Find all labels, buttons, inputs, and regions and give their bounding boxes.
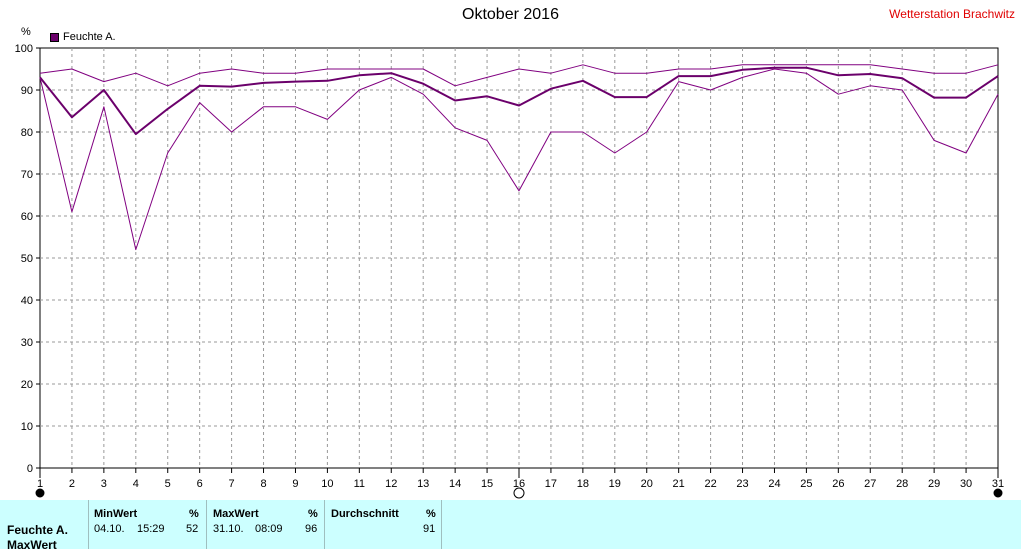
min-header: MinWert: [94, 508, 138, 520]
legend-swatch: [50, 32, 59, 42]
x-tick-label: 19: [609, 478, 621, 490]
x-tick-label: 27: [864, 478, 876, 490]
y-tick-label: 70: [21, 169, 33, 181]
marker-open: [513, 487, 525, 499]
y-tick-label: 10: [21, 421, 33, 433]
x-tick-label: 30: [960, 478, 972, 490]
legend-label: Feuchte A.: [63, 31, 116, 43]
x-tick-label: 16: [513, 478, 525, 490]
avg-unit: %: [426, 508, 436, 520]
avg-cell: Durchschnitt % 91: [324, 500, 442, 549]
min-date: 04.10.: [94, 523, 125, 535]
x-tick-label: 22: [704, 478, 716, 490]
x-tick-label: 15: [481, 478, 493, 490]
x-tick-label: 31: [992, 478, 1004, 490]
stats-row-label-2: MaxWert: [7, 538, 57, 552]
x-tick-label: 24: [768, 478, 780, 490]
series-line-max: [39, 64, 999, 87]
x-tick-label: 29: [928, 478, 940, 490]
x-tick-label: 9: [292, 478, 298, 490]
min-cell: MinWert % 04.10. 15:29 52: [88, 500, 206, 549]
max-unit: %: [308, 508, 318, 520]
x-tick-label: 11: [354, 478, 365, 490]
x-tick-label: 28: [896, 478, 908, 490]
x-tick-label: 26: [832, 478, 844, 490]
x-tick-label: 6: [197, 478, 203, 490]
x-tick-label: 13: [417, 478, 429, 490]
x-tick-label: 3: [101, 478, 107, 490]
x-tick-label: 12: [385, 478, 397, 490]
min-value: 52: [186, 523, 199, 535]
x-tick-label: 8: [260, 478, 266, 490]
x-tick-label: 1: [37, 478, 43, 490]
x-tick-label: 4: [133, 478, 139, 490]
max-header: MaxWert: [213, 508, 259, 520]
stats-panel: Feuchte A. MaxWert MinWert % 04.10. 15:2…: [0, 500, 1021, 552]
x-tick-label: 20: [641, 478, 653, 490]
max-time: 08:09: [255, 523, 283, 535]
chart-title: Oktober 2016: [462, 6, 559, 23]
x-tick-label: 17: [545, 478, 557, 490]
y-tick-label: 30: [21, 337, 33, 349]
max-date: 31.10.: [213, 523, 244, 535]
x-tick-label: 10: [321, 478, 333, 490]
x-tick-label: 5: [165, 478, 171, 490]
y-tick-label: 0: [27, 463, 33, 475]
min-unit: %: [189, 508, 199, 520]
x-tick-label: 2: [69, 478, 75, 490]
x-tick-label: 14: [449, 478, 461, 490]
x-tick-label: 25: [800, 478, 812, 490]
y-tick-label: 100: [15, 43, 33, 55]
avg-value: 91: [423, 523, 436, 535]
y-axis-unit: %: [21, 26, 31, 38]
max-cell: MaxWert % 31.10. 08:09 96: [206, 500, 324, 549]
stats-row-label: Feuchte A.: [7, 523, 68, 537]
x-tick-label: 18: [577, 478, 589, 490]
series-line-min: [39, 68, 999, 251]
min-time: 15:29: [137, 523, 165, 535]
y-tick-label: 90: [21, 85, 33, 97]
y-tick-label: 60: [21, 211, 33, 223]
marker-filled: [35, 488, 45, 498]
avg-header: Durchschnitt: [331, 508, 399, 520]
y-tick-label: 40: [21, 295, 33, 307]
y-tick-label: 50: [21, 253, 33, 265]
x-tick-label: 23: [736, 478, 748, 490]
max-value: 96: [305, 523, 318, 535]
x-tick-label: 21: [673, 478, 685, 490]
y-tick-label: 20: [21, 379, 33, 391]
y-tick-label: 80: [21, 127, 33, 139]
legend: Feuchte A.: [50, 31, 116, 43]
marker-filled: [993, 488, 1003, 498]
series-line-avg: [39, 66, 999, 136]
x-tick-label: 7: [229, 478, 235, 490]
station-name: Wetterstation Brachwitz: [889, 7, 1015, 21]
